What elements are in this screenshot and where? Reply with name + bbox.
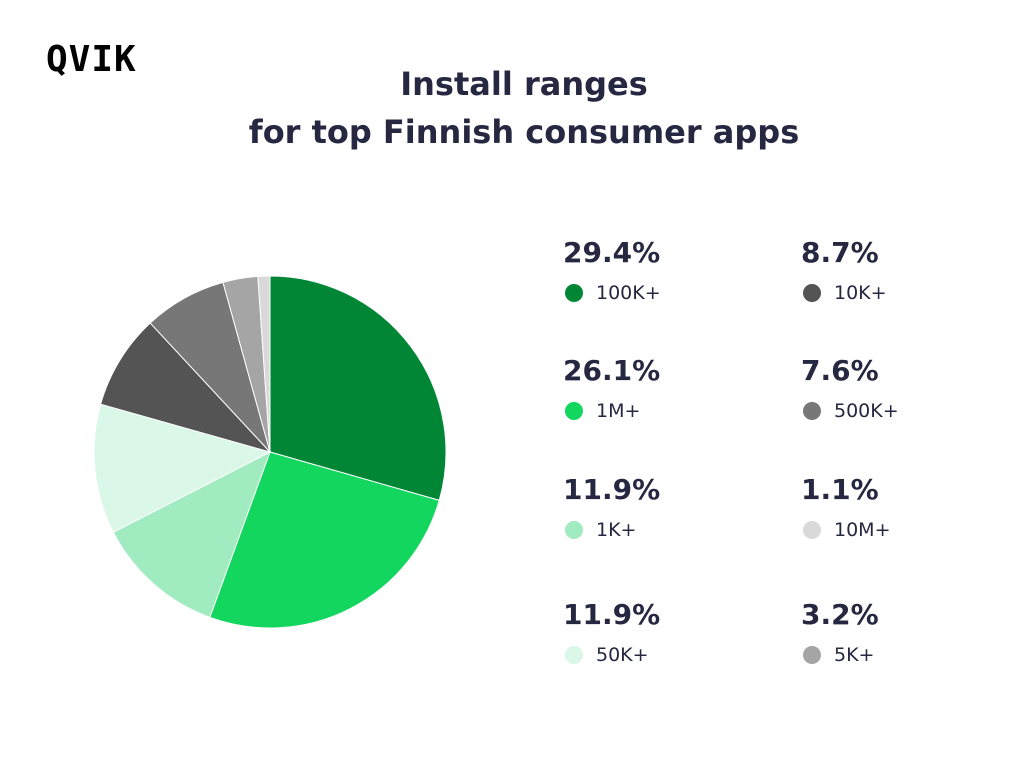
legend-percent-1kplus: 11.9% (563, 473, 661, 506)
pie-chart (93, 275, 447, 629)
legend-label-10kplus: 10K+ (834, 282, 887, 304)
legend-percent-50kplus: 11.9% (563, 598, 661, 631)
legend-item-5kplus: 3.2% 5K+ (801, 598, 1021, 678)
legend-item-100kplus: 29.4% 100K+ (563, 236, 783, 316)
legend-item-500kplus: 7.6% 500K+ (801, 354, 1021, 434)
legend-label-1mplus: 1M+ (596, 400, 641, 422)
legend-item-10mplus: 1.1% 10M+ (801, 473, 1021, 553)
legend-swatch-1mplus (565, 402, 583, 420)
chart-title-line-2: for top Finnish consumer apps (248, 113, 800, 151)
legend-item-1mplus: 26.1% 1M+ (563, 354, 783, 434)
qvik-logo: QVIK (46, 39, 137, 80)
legend-item-10kplus: 8.7% 10K+ (801, 236, 1021, 316)
legend-swatch-50kplus (565, 646, 583, 664)
legend-swatch-10kplus (803, 284, 821, 302)
legend-label-500kplus: 500K+ (834, 400, 899, 422)
legend-percent-100kplus: 29.4% (563, 236, 661, 269)
legend-swatch-5kplus (803, 646, 821, 664)
legend-item-50kplus: 11.9% 50K+ (563, 598, 783, 678)
legend-swatch-1kplus (565, 521, 583, 539)
legend-percent-500kplus: 7.6% (801, 354, 879, 387)
legend-swatch-10mplus (803, 521, 821, 539)
legend-label-50kplus: 50K+ (596, 644, 649, 666)
legend-swatch-100kplus (565, 284, 583, 302)
legend-label-5kplus: 5K+ (834, 644, 875, 666)
legend-label-100kplus: 100K+ (596, 282, 661, 304)
legend-percent-5kplus: 3.2% (801, 598, 879, 631)
pie-slice-50kplus (93, 403, 272, 533)
legend-label-10mplus: 10M+ (834, 519, 891, 541)
legend-label-1kplus: 1K+ (596, 519, 637, 541)
legend-percent-1mplus: 26.1% (563, 354, 661, 387)
legend-swatch-500kplus (803, 402, 821, 420)
legend-percent-10kplus: 8.7% (801, 236, 879, 269)
pie-slice-10kplus (100, 322, 272, 453)
pie-slice-100kplus (269, 275, 447, 501)
pie-slice-1kplus (112, 450, 271, 619)
legend-item-1kplus: 11.9% 1K+ (563, 473, 783, 553)
pie-slice-10mplus (257, 275, 271, 453)
pie-slice-1mplus (209, 451, 440, 629)
legend-percent-10mplus: 1.1% (801, 473, 879, 506)
chart-title-line-1: Install ranges (400, 65, 648, 103)
chart-title: Install ranges for top Finnish consumer … (0, 60, 1024, 156)
